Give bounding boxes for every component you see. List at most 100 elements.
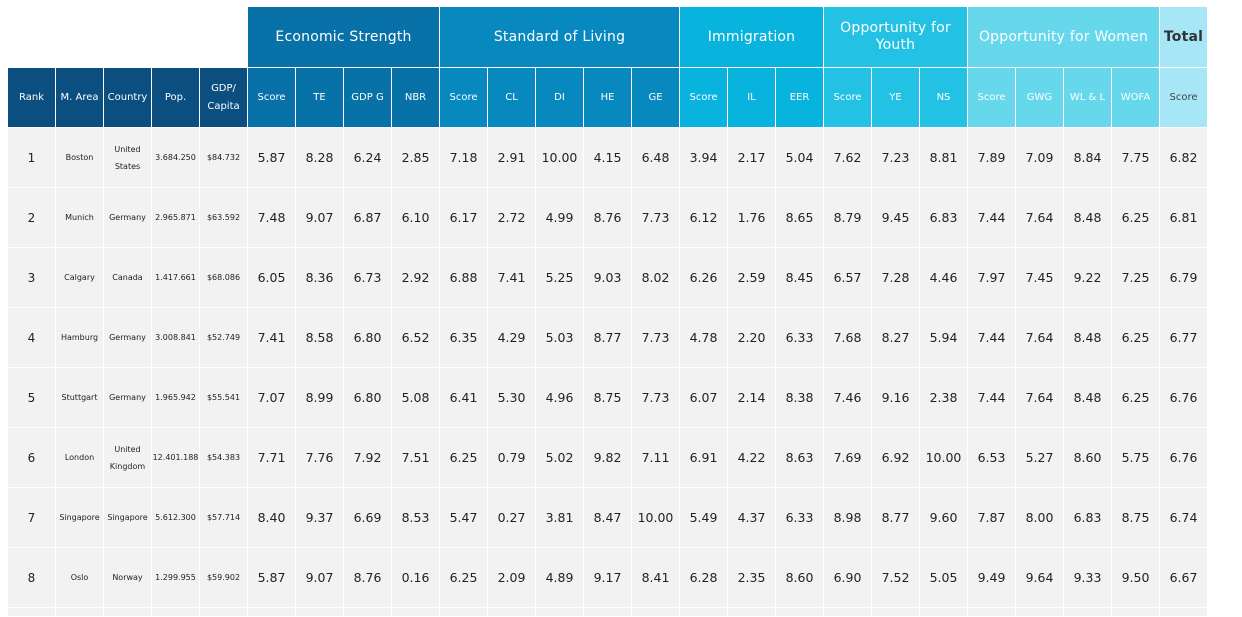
empty-cell xyxy=(1016,608,1063,616)
cell-gdp-capita: $52.749 xyxy=(200,308,247,367)
cell-eer: 6.33 xyxy=(776,308,823,367)
cell-he: 8.77 xyxy=(584,308,631,367)
cell-he: 9.03 xyxy=(584,248,631,307)
cell-cl: 4.29 xyxy=(488,308,535,367)
empty-cell xyxy=(392,608,439,616)
cell-wofa: 6.25 xyxy=(1112,368,1159,427)
cell-score: 7.69 xyxy=(824,428,871,487)
table-row-partial xyxy=(8,608,1207,616)
cell-country: United States xyxy=(104,128,151,187)
empty-cell xyxy=(1112,608,1159,616)
cell-eer: 8.63 xyxy=(776,428,823,487)
empty-cell xyxy=(344,608,391,616)
empty-cell xyxy=(824,608,871,616)
column-header-score: Score xyxy=(440,68,487,127)
cell-score: 6.81 xyxy=(1160,188,1207,247)
cell-ye: 9.45 xyxy=(872,188,919,247)
cell-ns: 2.38 xyxy=(920,368,967,427)
cell-score: 6.76 xyxy=(1160,428,1207,487)
cell-gdp-g: 6.80 xyxy=(344,308,391,367)
cell-gwg: 8.00 xyxy=(1016,488,1063,547)
cell-score: 6.12 xyxy=(680,188,727,247)
cell-m-area: Oslo xyxy=(56,548,103,607)
cell-m-area: Singapore xyxy=(56,488,103,547)
cell-te: 8.28 xyxy=(296,128,343,187)
cell-gdp-g: 6.80 xyxy=(344,368,391,427)
cell-gwg: 7.45 xyxy=(1016,248,1063,307)
cell-wl-l: 8.84 xyxy=(1064,128,1111,187)
cell-nbr: 6.10 xyxy=(392,188,439,247)
cell-wl-l: 8.48 xyxy=(1064,188,1111,247)
cell-wofa: 8.75 xyxy=(1112,488,1159,547)
cell-score: 6.25 xyxy=(440,548,487,607)
empty-cell xyxy=(536,608,583,616)
cell-score: 7.62 xyxy=(824,128,871,187)
cell-cl: 7.41 xyxy=(488,248,535,307)
column-header-di: DI xyxy=(536,68,583,127)
cell-m-area: Calgary xyxy=(56,248,103,307)
cell-eer: 5.04 xyxy=(776,128,823,187)
cell-eer: 8.45 xyxy=(776,248,823,307)
table-row: 7 Singapore Singapore 5.612.300 $57.714 8.40 9… xyxy=(8,488,1207,547)
cell-score: 7.44 xyxy=(968,308,1015,367)
cell-score: 6.07 xyxy=(680,368,727,427)
cell-il: 2.20 xyxy=(728,308,775,367)
cell-gdp-g: 8.76 xyxy=(344,548,391,607)
cell-score: 7.07 xyxy=(248,368,295,427)
cell-pop-: 5.612.300 xyxy=(152,488,199,547)
cell-gwg: 9.64 xyxy=(1016,548,1063,607)
cell-nbr: 0.16 xyxy=(392,548,439,607)
cell-cl: 5.30 xyxy=(488,368,535,427)
column-header-score: Score xyxy=(248,68,295,127)
cell-di: 10.00 xyxy=(536,128,583,187)
column-header-eer: EER xyxy=(776,68,823,127)
cell-te: 8.99 xyxy=(296,368,343,427)
cell-nbr: 2.85 xyxy=(392,128,439,187)
cell-score: 7.71 xyxy=(248,428,295,487)
cell-m-area: Boston xyxy=(56,128,103,187)
empty-cell xyxy=(776,608,823,616)
cell-ns: 8.81 xyxy=(920,128,967,187)
empty-cell xyxy=(632,608,679,616)
cell-he: 8.75 xyxy=(584,368,631,427)
cell-ns: 10.00 xyxy=(920,428,967,487)
cell-score: 6.28 xyxy=(680,548,727,607)
group-header-blank xyxy=(8,7,247,67)
cell-wofa: 7.75 xyxy=(1112,128,1159,187)
cell-wofa: 5.75 xyxy=(1112,428,1159,487)
column-header-country: Country xyxy=(104,68,151,127)
cell-wl-l: 8.48 xyxy=(1064,368,1111,427)
cell-ge: 6.48 xyxy=(632,128,679,187)
cell-ge: 7.73 xyxy=(632,368,679,427)
cell-score: 6.79 xyxy=(1160,248,1207,307)
cell-ns: 6.83 xyxy=(920,188,967,247)
cell-ns: 5.05 xyxy=(920,548,967,607)
cell-score: 6.53 xyxy=(968,428,1015,487)
table-row: 1 Boston United States 3.684.250 $84.732 5.87… xyxy=(8,128,1207,187)
cell-ye: 8.27 xyxy=(872,308,919,367)
cell-ge: 8.02 xyxy=(632,248,679,307)
cell-ns: 9.60 xyxy=(920,488,967,547)
cell-m-area: Stuttgart xyxy=(56,368,103,427)
cell-gwg: 7.64 xyxy=(1016,368,1063,427)
cell-score: 6.35 xyxy=(440,308,487,367)
cell-rank: 2 xyxy=(8,188,55,247)
cell-score: 7.68 xyxy=(824,308,871,367)
column-header-gwg: GWG xyxy=(1016,68,1063,127)
cell-te: 8.58 xyxy=(296,308,343,367)
cell-di: 3.81 xyxy=(536,488,583,547)
cell-cl: 2.91 xyxy=(488,128,535,187)
cell-il: 2.59 xyxy=(728,248,775,307)
cell-cl: 0.27 xyxy=(488,488,535,547)
cell-nbr: 5.08 xyxy=(392,368,439,427)
cell-m-area: Munich xyxy=(56,188,103,247)
column-header-ye: YE xyxy=(872,68,919,127)
cell-nbr: 7.51 xyxy=(392,428,439,487)
cell-di: 4.99 xyxy=(536,188,583,247)
column-header-gdp-capita: GDP/ Capita xyxy=(200,68,247,127)
column-header-row: Rank M. Area Country Pop. GDP/ Capita Score TE… xyxy=(8,68,1207,127)
cell-ye: 7.28 xyxy=(872,248,919,307)
cell-te: 9.37 xyxy=(296,488,343,547)
cell-score: 6.17 xyxy=(440,188,487,247)
cell-nbr: 6.52 xyxy=(392,308,439,367)
